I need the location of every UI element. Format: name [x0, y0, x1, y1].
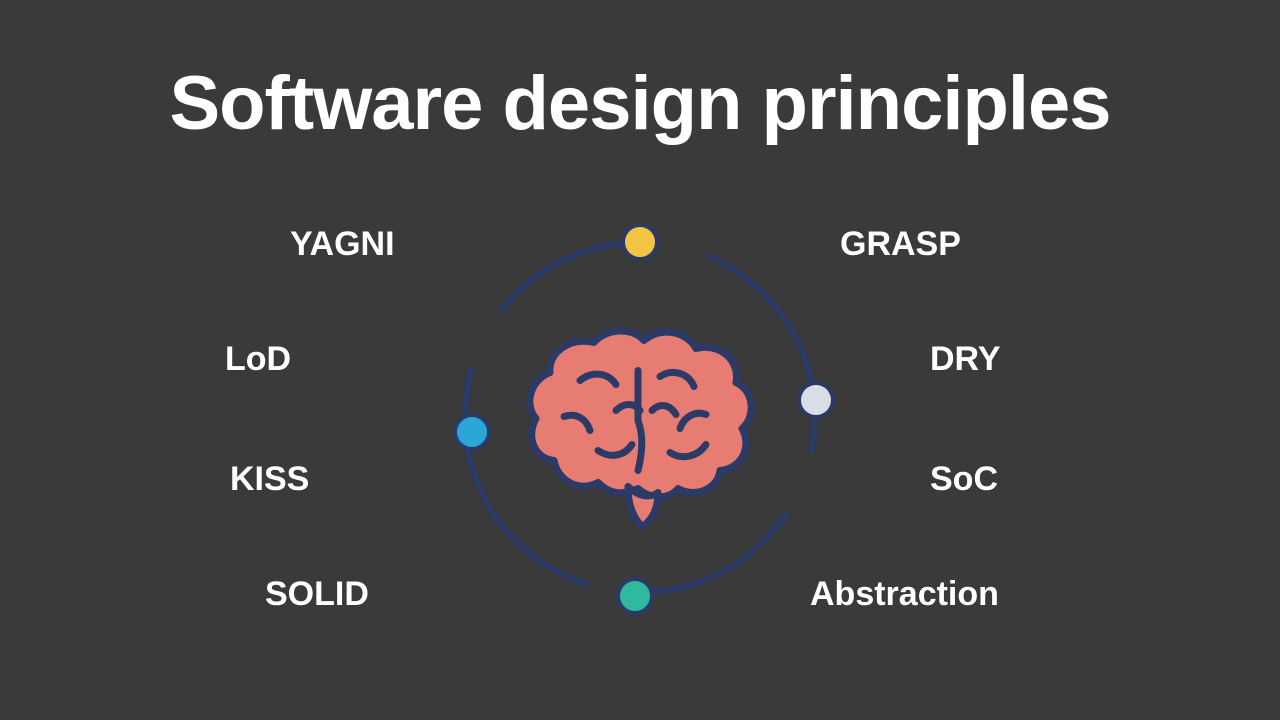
- label-solid: SOLID: [265, 575, 369, 614]
- page-title: Software design principles: [0, 60, 1280, 147]
- orbit-dot-bottom: [616, 577, 654, 615]
- label-soc: SoC: [930, 460, 998, 499]
- label-lod: LoD: [225, 340, 291, 379]
- label-yagni: YAGNI: [290, 225, 395, 264]
- label-dry: DRY: [930, 340, 1001, 379]
- brain-icon: [520, 321, 760, 536]
- orbit-dot-top: [621, 223, 659, 261]
- label-grasp: GRASP: [840, 225, 961, 264]
- orbit-dot-right: [797, 381, 835, 419]
- brain-svg: [520, 321, 760, 531]
- label-kiss: KISS: [230, 460, 309, 499]
- orbit-dot-left: [453, 413, 491, 451]
